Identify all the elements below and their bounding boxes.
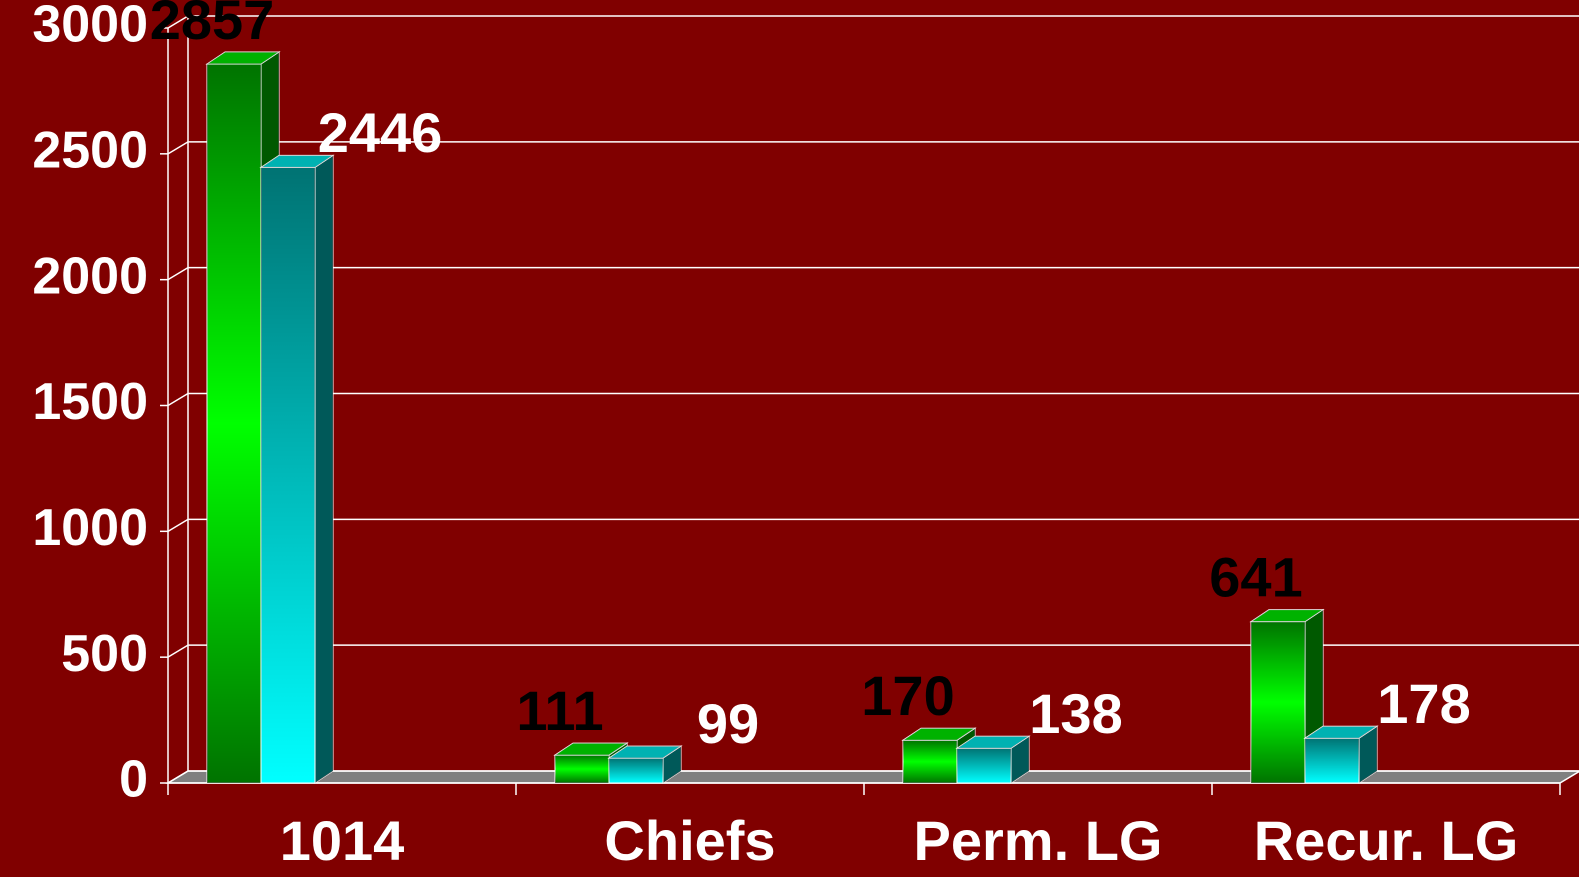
- grid-diag: [167, 770, 189, 784]
- bar-top: [901, 727, 977, 741]
- value-label: 641: [1209, 545, 1302, 608]
- bar-side-shade: [315, 155, 333, 783]
- bar-top: [205, 51, 281, 65]
- y-tick-label: 1500: [32, 373, 148, 431]
- grid-diag: [167, 392, 189, 407]
- y-tick-label: 3000: [32, 0, 148, 54]
- bar-shade: [903, 740, 957, 783]
- bar-shade: [609, 758, 663, 783]
- grid-diag: [167, 141, 189, 155]
- bar-top-shade: [903, 728, 975, 741]
- bar-top-shade: [1251, 609, 1323, 622]
- bar-shade: [261, 167, 315, 783]
- y-tick-label: 0: [119, 751, 148, 809]
- bar-shade: [1251, 621, 1305, 783]
- x-tick-label: Chiefs: [604, 809, 775, 872]
- x-tick-label: Perm. LG: [914, 809, 1163, 872]
- x-tick-label: Recur. LG: [1254, 809, 1519, 872]
- bar-top: [955, 735, 1031, 749]
- bar-top: [259, 154, 335, 168]
- bar-shade: [207, 63, 261, 783]
- bar-shade: [1305, 738, 1359, 783]
- bar-top-shade: [609, 746, 681, 759]
- grid-diag: [167, 518, 189, 532]
- bar-top-shade: [957, 736, 1029, 749]
- bar-top: [1249, 609, 1325, 623]
- y-tick-label: 500: [61, 625, 148, 683]
- bar-top-shade: [261, 155, 333, 168]
- bar-top: [607, 745, 683, 759]
- y-tick-label: 2500: [32, 122, 148, 180]
- bar-shade: [555, 755, 609, 783]
- value-label: 2446: [318, 101, 443, 164]
- grid-diag: [167, 644, 189, 658]
- bar-side-shade: [1359, 726, 1377, 783]
- value-label: 111: [516, 679, 603, 742]
- bar-top-shade: [207, 51, 279, 64]
- value-label: 178: [1377, 672, 1470, 735]
- bar-shade: [957, 748, 1011, 783]
- y-tick-label: 2000: [32, 247, 148, 305]
- y-tick-label: 1000: [32, 499, 148, 557]
- bar-top: [553, 742, 629, 756]
- value-label: 99: [697, 692, 759, 755]
- value-label: 138: [1029, 682, 1122, 745]
- value-label: 2857: [150, 0, 275, 51]
- x-tick-label: 1014: [280, 809, 405, 872]
- bar-side-shade: [1011, 736, 1029, 783]
- grid-diag: [167, 15, 189, 29]
- grid-diag: [167, 267, 189, 281]
- bar-top-shade: [555, 743, 627, 756]
- value-label: 170: [861, 664, 954, 727]
- bar-top-shade: [1305, 726, 1377, 739]
- bar-top: [1303, 725, 1379, 739]
